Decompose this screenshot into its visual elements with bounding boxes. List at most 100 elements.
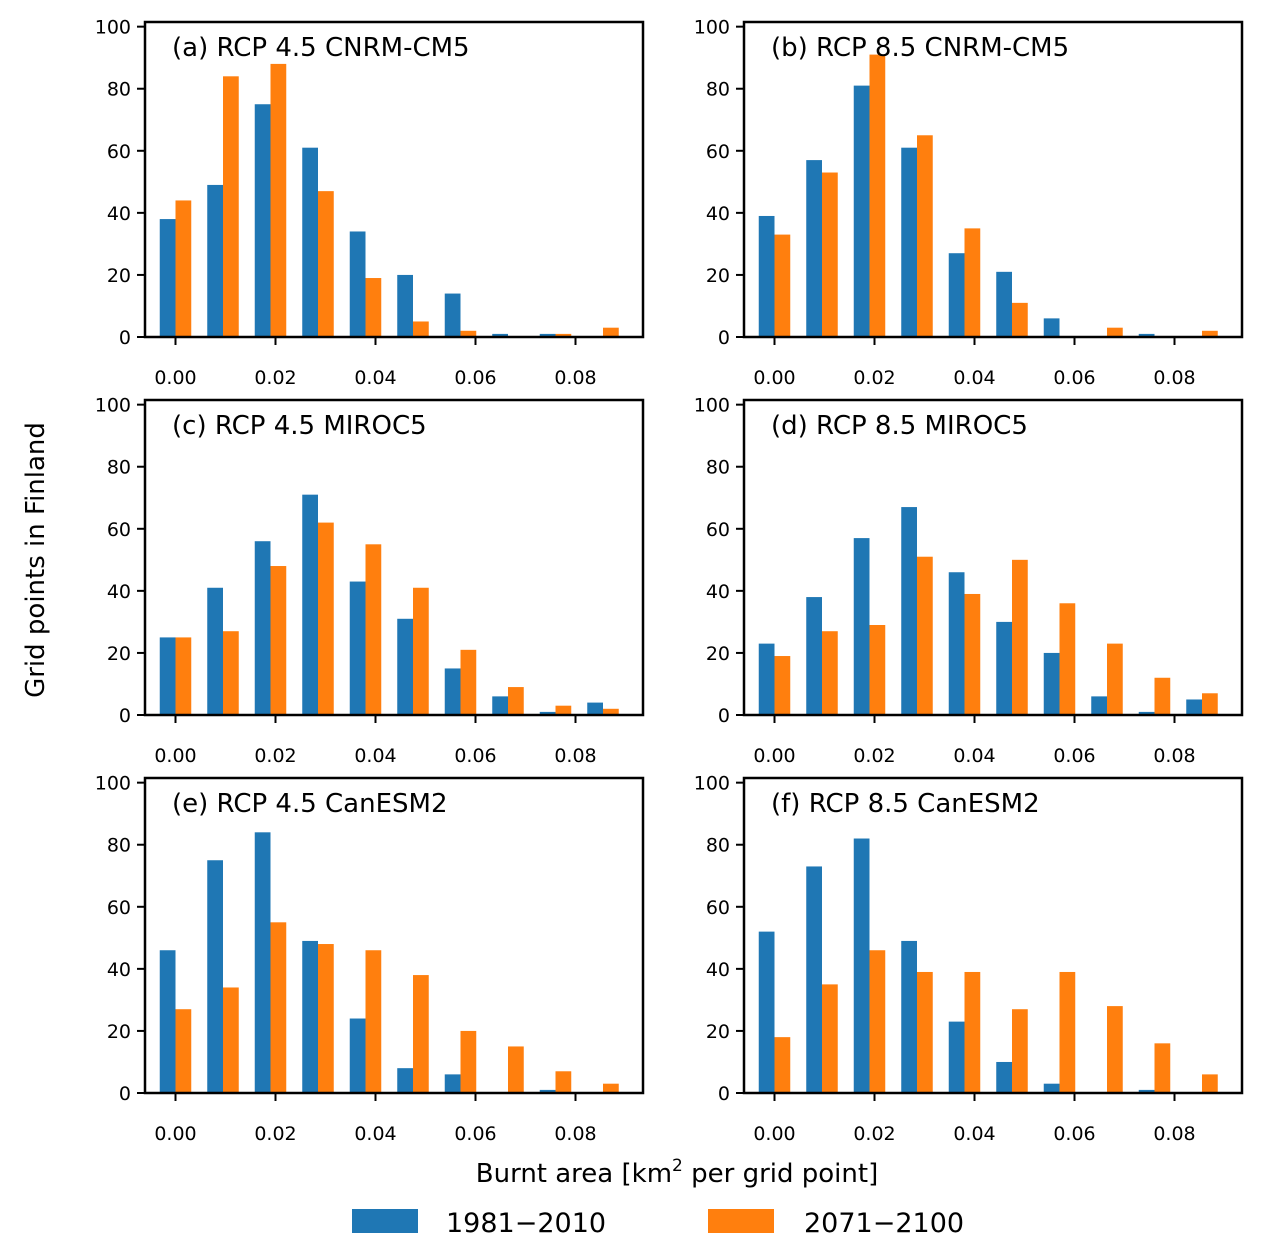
bar-future-1 <box>223 76 239 337</box>
x-axis-label-tail: per grid point] <box>683 1159 878 1189</box>
bar-baseline-0 <box>758 215 775 337</box>
x-tick-label: 0.00 <box>753 745 795 767</box>
bar-baseline-4 <box>349 1018 366 1093</box>
bar-future-4 <box>964 228 981 337</box>
bar-baseline-2 <box>254 104 271 338</box>
x-tick-label: 0.02 <box>254 367 296 389</box>
bar-future-1 <box>822 172 838 337</box>
x-tick-label: 0.04 <box>354 367 396 389</box>
bar-baseline-9 <box>1186 699 1202 715</box>
panels: 0 20 40 60 80 100 0.00 0.02 0.04 0.06 0.08 (a) RCP … <box>95 17 1244 1145</box>
panel-title: (d) RCP 8.5 MIROC5 <box>771 411 1028 441</box>
bar-baseline-2 <box>853 838 870 1093</box>
x-tick-label: 0.00 <box>753 367 795 389</box>
bar-future-8 <box>555 1071 572 1093</box>
bar-baseline-1 <box>806 866 822 1093</box>
bar-baseline-6 <box>444 1074 461 1093</box>
y-tick-label: 80 <box>107 79 131 101</box>
bar-baseline-4 <box>349 231 366 337</box>
bar-future-3 <box>917 971 933 1093</box>
y-tick-label: 20 <box>706 643 730 665</box>
panel-title: (e) RCP 4.5 CanESM2 <box>172 789 448 819</box>
bar-future-5 <box>413 321 429 337</box>
bar-baseline-9 <box>587 702 603 715</box>
y-tick-label: 60 <box>107 897 131 919</box>
bar-future-6 <box>460 649 477 715</box>
y-tick-label: 0 <box>718 327 730 349</box>
x-tick-label: 0.00 <box>154 745 196 767</box>
x-tick-label: 0.02 <box>853 367 895 389</box>
bar-future-7 <box>1107 1006 1123 1093</box>
bar-baseline-6 <box>1043 1083 1060 1093</box>
axes-frame <box>742 776 1244 1095</box>
bar-future-8 <box>555 705 572 715</box>
bar-baseline-4 <box>948 1021 965 1093</box>
y-tick-label: 40 <box>706 581 730 603</box>
bar-baseline-4 <box>349 581 366 715</box>
bar-future-3 <box>318 944 334 1093</box>
bar-baseline-6 <box>1043 318 1060 337</box>
x-tick-label: 0.04 <box>953 367 995 389</box>
y-tick-label: 40 <box>107 581 131 603</box>
bar-future-4 <box>365 544 382 715</box>
bar-future-2 <box>270 922 287 1093</box>
bar-baseline-0 <box>159 950 176 1093</box>
x-tick-label: 0.08 <box>554 1123 596 1145</box>
x-tick-label: 0.04 <box>354 1123 396 1145</box>
x-tick-label: 0.06 <box>454 367 496 389</box>
bar-baseline-5 <box>397 1068 413 1093</box>
bar-future-9 <box>1202 1074 1218 1093</box>
y-tick-label: 100 <box>694 17 730 39</box>
y-tick-label: 20 <box>706 265 730 287</box>
bar-baseline-5 <box>397 618 413 715</box>
bar-baseline-7 <box>1091 696 1107 715</box>
bar-future-0 <box>175 200 192 337</box>
bar-baseline-3 <box>302 494 318 715</box>
chart-panel-c: 0 20 40 60 80 100 0.00 0.02 0.04 0.06 0.08 (c) RCP … <box>95 395 645 767</box>
panel-title: (b) RCP 8.5 CNRM-CM5 <box>771 33 1069 63</box>
y-tick-label: 40 <box>107 959 131 981</box>
bar-baseline-8 <box>539 333 556 337</box>
bar-baseline-1 <box>806 160 822 337</box>
bar-future-2 <box>869 950 886 1093</box>
bar-future-4 <box>365 278 382 337</box>
bar-future-0 <box>175 1009 192 1093</box>
y-tick-label: 60 <box>107 519 131 541</box>
axes-frame <box>742 20 1244 339</box>
bar-future-0 <box>175 637 192 715</box>
bar-baseline-8 <box>1138 711 1155 715</box>
y-tick-label: 0 <box>119 705 131 727</box>
x-tick-label: 0.06 <box>454 745 496 767</box>
bar-future-8 <box>555 333 572 337</box>
y-tick-label: 100 <box>95 395 131 417</box>
bar-future-4 <box>964 593 981 715</box>
legend-swatch-1981-2010 <box>352 1209 418 1233</box>
bar-baseline-0 <box>159 219 176 337</box>
bar-future-5 <box>413 975 429 1093</box>
x-tick-label: 0.02 <box>853 1123 895 1145</box>
bar-baseline-6 <box>444 293 461 337</box>
chart-panel-a: 0 20 40 60 80 100 0.00 0.02 0.04 0.06 0.08 (a) RCP … <box>95 17 645 389</box>
bar-baseline-3 <box>901 147 917 337</box>
y-tick-label: 40 <box>107 203 131 225</box>
axes-frame <box>143 776 645 1095</box>
bar-future-8 <box>1154 677 1171 715</box>
y-tick-label: 20 <box>107 1021 131 1043</box>
chart-panel-e: 0 20 40 60 80 100 0.00 0.02 0.04 0.06 0.08 (e) RCP … <box>95 773 645 1145</box>
chart-panel-d: 0 20 40 60 80 100 0.00 0.02 0.04 0.06 0.08 (d) RCP … <box>694 395 1244 767</box>
y-tick-label: 20 <box>107 643 131 665</box>
bar-future-7 <box>508 1046 524 1093</box>
x-tick-label: 0.08 <box>554 367 596 389</box>
y-tick-label: 0 <box>718 1083 730 1105</box>
chart-panel-f: 0 20 40 60 80 100 0.00 0.02 0.04 0.06 0.08 (f) RCP … <box>694 773 1244 1145</box>
x-tick-label: 0.04 <box>953 1123 995 1145</box>
bar-future-2 <box>270 566 287 715</box>
x-axis-label-superscript: 2 <box>672 1156 683 1176</box>
bar-future-9 <box>603 327 619 337</box>
y-tick-label: 60 <box>706 897 730 919</box>
y-tick-label: 100 <box>95 17 131 39</box>
y-tick-label: 100 <box>694 395 730 417</box>
x-tick-label: 0.02 <box>853 745 895 767</box>
bar-future-6 <box>1059 603 1076 715</box>
bar-future-5 <box>1012 559 1028 715</box>
